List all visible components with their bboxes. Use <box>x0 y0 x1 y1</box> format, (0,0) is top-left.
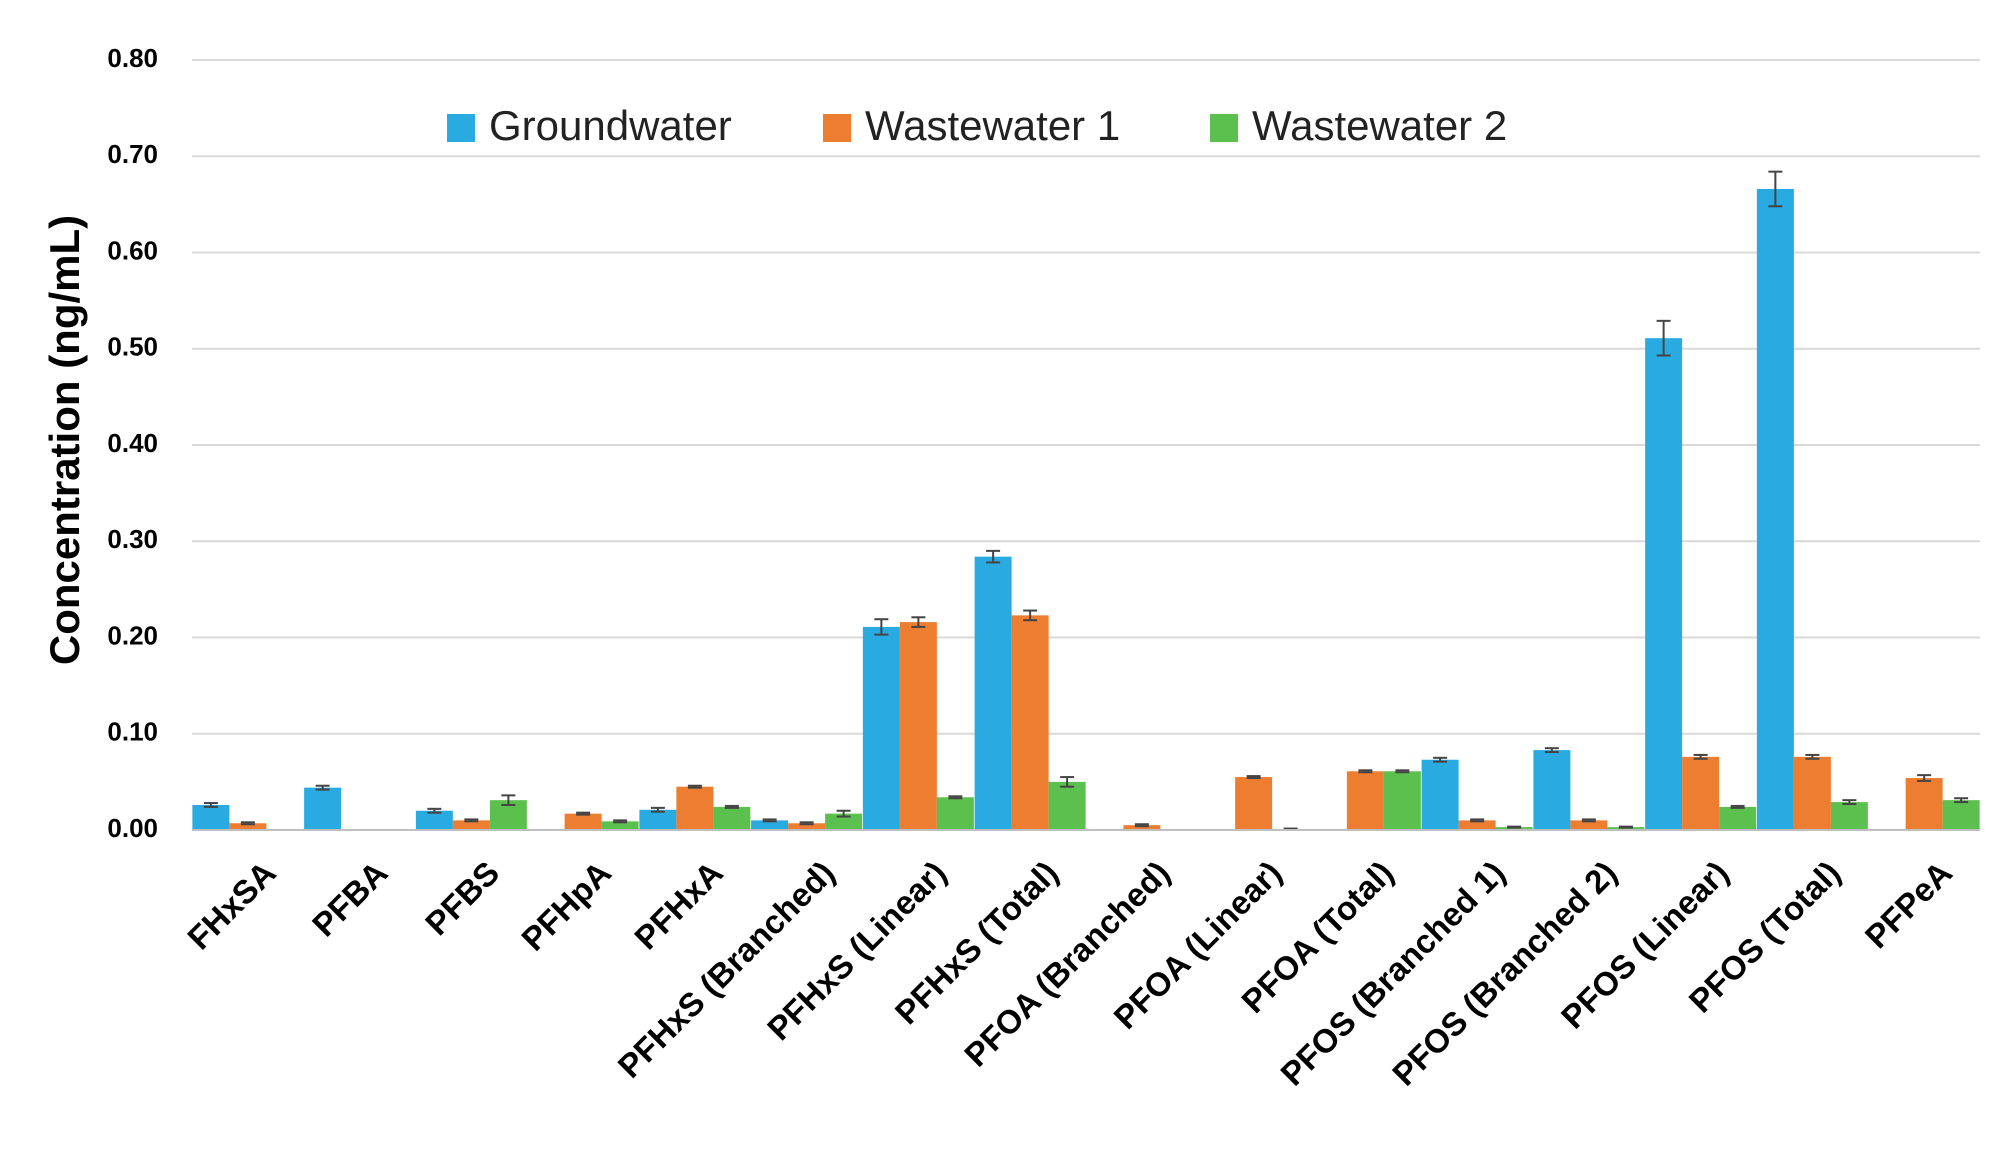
legend-label: Groundwater <box>489 102 732 149</box>
legend-label: Wastewater 2 <box>1252 102 1507 149</box>
bar <box>899 622 937 830</box>
bar <box>1235 777 1273 830</box>
bar <box>1793 756 1831 830</box>
bar <box>452 820 490 830</box>
x-tick-label: PFOS (Branched 1) <box>1273 854 1512 1093</box>
bar <box>1421 759 1459 830</box>
x-tick-label: PFBS <box>418 854 506 942</box>
bar <box>1942 800 1980 830</box>
bar <box>713 806 751 830</box>
bar <box>564 813 602 830</box>
y-tick-label: 0.00 <box>107 813 158 843</box>
bar <box>1719 806 1757 830</box>
y-tick-label: 0.80 <box>107 43 158 73</box>
x-tick-label: PFHpA <box>514 854 618 958</box>
y-tick-label: 0.70 <box>107 139 158 169</box>
bar <box>415 810 453 830</box>
bar <box>936 797 974 830</box>
bar <box>1830 802 1868 830</box>
bar <box>1905 778 1943 830</box>
bar <box>601 821 639 830</box>
legend-swatch <box>1210 114 1238 142</box>
y-tick-label: 0.10 <box>107 717 158 747</box>
bar <box>1383 771 1421 830</box>
legend-swatch <box>447 114 475 142</box>
bar <box>1346 771 1384 830</box>
x-tick-label: FHxSA <box>180 854 283 957</box>
bar <box>676 786 714 830</box>
bar <box>1756 188 1794 831</box>
bar <box>639 809 677 830</box>
bar <box>304 787 342 830</box>
legend-swatch <box>823 114 851 142</box>
bars <box>192 188 1980 831</box>
x-tick-label: PFPeA <box>1858 854 1959 955</box>
y-tick-label: 0.40 <box>107 428 158 458</box>
y-axis-tick-labels: 0.00 0.10 0.20 0.30 0.40 0.50 0.60 0.70 0.80 <box>107 43 158 843</box>
y-tick-label: 0.60 <box>107 235 158 265</box>
bar <box>751 820 789 830</box>
bar <box>788 823 826 830</box>
legend-label: Wastewater 1 <box>865 102 1120 149</box>
bar <box>1458 820 1496 830</box>
bar <box>1533 750 1571 830</box>
bar <box>1123 825 1161 830</box>
y-tick-label: 0.50 <box>107 332 158 362</box>
bar <box>974 556 1012 830</box>
bar <box>1682 756 1720 830</box>
bar <box>825 813 863 830</box>
legend: Groundwater Wastewater 1 Wastewater 2 <box>447 102 1507 149</box>
bar <box>862 626 900 830</box>
y-tick-label: 0.20 <box>107 620 158 650</box>
x-tick-label: PFHxS (Branched) <box>611 854 842 1085</box>
y-axis-title: Concentration (ng/mL) <box>41 215 88 665</box>
x-tick-label: PFBA <box>305 854 395 944</box>
bar <box>192 804 230 830</box>
bar <box>1645 338 1683 830</box>
bar <box>1048 781 1086 830</box>
y-tick-label: 0.30 <box>107 524 158 554</box>
error-bars <box>203 170 1969 831</box>
bar <box>1570 820 1608 830</box>
x-tick-label: PFOS (Branched 2) <box>1385 854 1624 1093</box>
bar <box>229 823 267 830</box>
grid-lines <box>192 59 1980 735</box>
x-tick-label: PFOA (Branched) <box>957 854 1177 1074</box>
x-tick-label: PFHxA <box>627 854 730 957</box>
bar <box>1011 615 1049 830</box>
